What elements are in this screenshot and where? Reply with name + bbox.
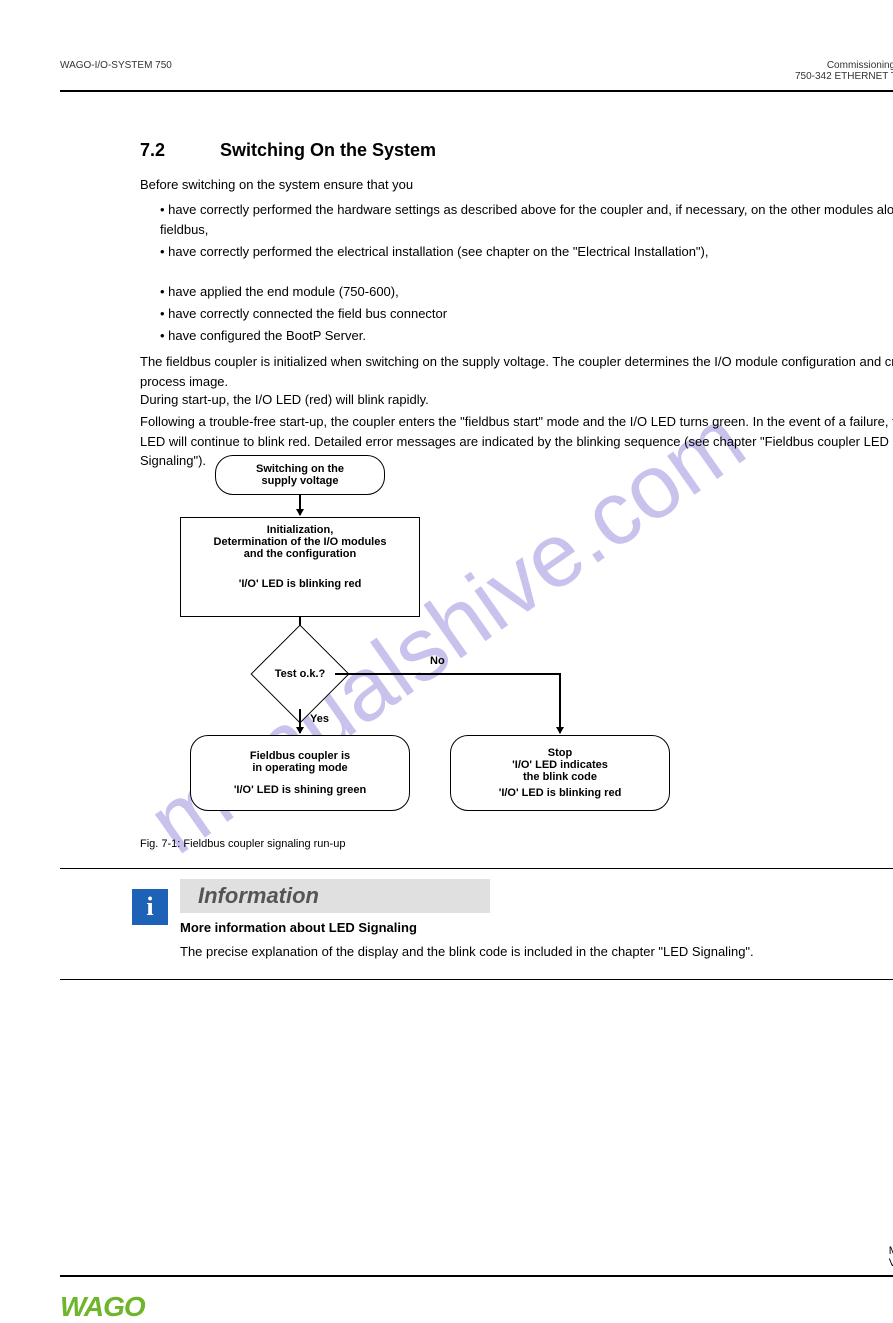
fc-arrow-3 (299, 709, 301, 733)
fc-node-test: Test o.k.? (265, 639, 335, 709)
header-left: WAGO-I/O-SYSTEM 750 (60, 60, 172, 71)
header-right: Commissioning 109 750-342 ETHERNET TCP/I… (795, 60, 893, 82)
fc-test-label: Test o.k.? (265, 639, 335, 709)
figure-caption: Fig. 7-1: Fieldbus coupler signaling run… (140, 838, 345, 850)
logo-text: WAGO (60, 1291, 145, 1322)
header-right-2: 750-342 ETHERNET TCP/IP (795, 71, 893, 82)
bullet-2: • have correctly performed the electrica… (140, 242, 893, 262)
info-icon: i (132, 889, 168, 925)
fc-arrow-h (335, 673, 559, 675)
info-banner: Information (180, 879, 490, 913)
para-1: Before switching on the system ensure th… (140, 175, 893, 195)
fc-node-start: Switching on the supply voltage (215, 455, 385, 495)
info-body: The precise explanation of the display a… (180, 943, 893, 961)
footer-version: Version 2.0.0 (889, 1257, 893, 1269)
footer-manual: Manual (889, 1245, 893, 1257)
fc-arrow-1 (299, 495, 301, 515)
header-rule (60, 90, 893, 92)
para-2: The fieldbus coupler is initialized when… (140, 352, 893, 391)
bullet-3: • have applied the end module (750-600), (140, 282, 893, 302)
info-title: More information about LED Signaling (180, 919, 893, 937)
bullet-5: • have configured the BootP Server. (140, 326, 893, 346)
fc-node-ok: Fieldbus coupler is in operating mode 'I… (190, 735, 410, 811)
info-box: i Information More information about LED… (60, 868, 893, 980)
fc-init-l2: Determination of the I/O modules (191, 536, 409, 548)
fc-yes-label: Yes (310, 713, 329, 725)
fc-ok-l1: Fieldbus coupler is (201, 750, 399, 762)
info-icon-glyph: i (146, 892, 153, 922)
header-right-1: Commissioning (827, 60, 893, 71)
section-number: 7.2 (140, 140, 165, 161)
flowchart: Switching on the supply voltage Initiali… (60, 455, 833, 855)
bullet-4: • have correctly connected the field bus… (140, 304, 893, 324)
page-content: WAGO-I/O-SYSTEM 750 Commissioning 109 75… (60, 60, 893, 1323)
fc-init-l1: Initialization, (191, 524, 409, 536)
fc-ok-l2: in operating mode (201, 762, 399, 774)
fc-stop-l1: Stop (461, 747, 659, 759)
fc-node-init: Initialization, Determination of the I/O… (180, 517, 420, 617)
footer-rule (60, 1275, 893, 1277)
fc-no-label: No (430, 655, 445, 667)
fc-arrow-4 (559, 673, 561, 733)
fc-start-l2: supply voltage (226, 475, 374, 487)
fc-stop-l3: the blink code (461, 771, 659, 783)
fc-node-stop: Stop 'I/O' LED indicates the blink code … (450, 735, 670, 811)
bullet-1: • have correctly performed the hardware … (140, 200, 893, 239)
fc-init-l3: and the configuration (191, 548, 409, 560)
fc-stop-l2: 'I/O' LED indicates (461, 759, 659, 771)
fc-ok-l3: 'I/O' LED is shining green (201, 784, 399, 796)
para-3: During start-up, the I/O LED (red) will … (140, 390, 893, 410)
fc-start-l1: Switching on the (226, 463, 374, 475)
logo: WAGO (60, 1291, 145, 1323)
fc-stop-l4: 'I/O' LED is blinking red (461, 787, 659, 799)
footer-text: Manual Version 2.0.0 (889, 1245, 893, 1269)
fc-init-l4: 'I/O' LED is blinking red (191, 578, 409, 590)
section-title: Switching On the System (220, 140, 436, 161)
